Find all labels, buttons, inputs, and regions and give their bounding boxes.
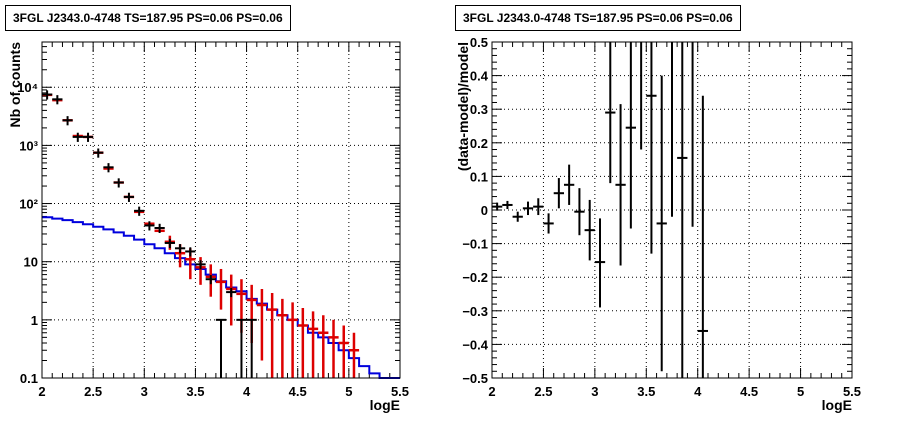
y-tick-label: −0.1 — [462, 237, 488, 252]
x-tick-label: 3 — [141, 384, 148, 399]
x-tick-label: 2.5 — [534, 384, 552, 399]
y-tick-label: 0.1 — [470, 169, 488, 184]
x-tick-label: 5 — [797, 384, 804, 399]
x-tick-label: 5 — [345, 384, 352, 399]
y-tick-label: 0.2 — [470, 136, 488, 151]
y-tick-label: 0.5 — [470, 35, 488, 50]
x-tick-label: 3 — [591, 384, 598, 399]
residuals-panel: 2 2.5 3 3.5 4 4.5 5 5.5 −0.5 −0.4 −0.3 −0.2 −0.1 0 0.1… — [455, 35, 861, 413]
y-tick-label: 1 — [31, 313, 38, 328]
y-tick-label: 10² — [19, 197, 38, 212]
x-tick-label: 4 — [243, 384, 251, 399]
x-tick-label: 5.5 — [843, 384, 861, 399]
x-tick-label: 3.5 — [186, 384, 204, 399]
y-tick-label: 0 — [481, 203, 488, 218]
y-tick-label: −0.3 — [462, 304, 488, 319]
y-tick-label: −0.5 — [462, 371, 488, 386]
x-tick-label: 4.5 — [289, 384, 307, 399]
plot-frame — [41, 41, 401, 379]
x-axis-label: logE — [370, 397, 400, 413]
x-tick-label: 2 — [488, 384, 495, 399]
y-tick-label: −0.2 — [462, 270, 488, 285]
x-tick-label: 2.5 — [84, 384, 102, 399]
x-tick-label: 2 — [38, 384, 45, 399]
counts-panel: 2 2.5 3 3.5 4 4.5 5 5.5 0.1 1 10 10² 10³ 10⁴ logE Nb of… — [7, 41, 409, 413]
y-axis-label: Nb of counts — [7, 42, 23, 128]
y-axis-label: (data-model)/model — [455, 42, 471, 171]
y-tick-label: 0.1 — [20, 371, 38, 386]
plot-frame — [491, 41, 853, 379]
x-axis-label: logE — [822, 397, 852, 413]
x-tick-label: 5.5 — [391, 384, 409, 399]
y-tick-label: 10³ — [19, 138, 38, 153]
x-tick-label: 3.5 — [637, 384, 655, 399]
x-tick-label: 4 — [694, 384, 702, 399]
y-tick-label: 0.4 — [470, 69, 489, 84]
y-tick-label: −0.4 — [462, 337, 488, 352]
x-tick-label: 4.5 — [740, 384, 758, 399]
y-tick-label: 10⁴ — [17, 80, 38, 95]
y-tick-label: 0.3 — [470, 102, 488, 117]
residuals-chart-title: 3FGL J2343.0-4748 TS=187.95 PS=0.06 PS=0… — [455, 5, 741, 31]
y-tick-label: 10 — [24, 255, 38, 270]
counts-chart-title: 3FGL J2343.0-4748 TS=187.95 PS=0.06 PS=0… — [5, 5, 291, 31]
